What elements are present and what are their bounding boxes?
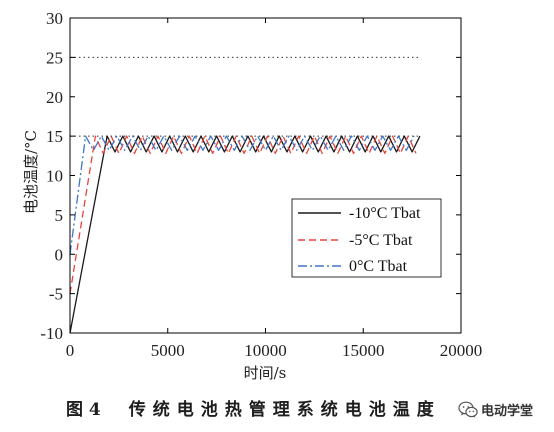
legend-box [291,198,442,278]
y-tick-label: 20 [46,88,63,107]
figure-caption: 图 4 传统电池热管理系统电池温度 [66,398,441,422]
series-lines [69,135,421,334]
y-axis-label: 电池温度/°C [22,130,40,214]
watermark-text: 电动学堂 [481,403,534,419]
legend-label-2: 0°C Tbat [349,258,408,275]
y-tick-label: 25 [46,48,63,67]
x-tick-label: 0 [66,341,75,360]
figure-number: 图 4 [66,400,101,420]
x-tick-label: 10000 [244,341,287,360]
x-tick-label: 20000 [440,341,483,360]
x-tick-label: 15000 [342,341,385,360]
legend-entry-2: 0°C Tbat [298,258,408,275]
legend-entry-1: -5°C Tbat [298,232,413,249]
watermark: 电动学堂 [458,400,534,419]
y-tick-label: 0 [55,245,64,264]
y-tick-label: 5 [55,206,64,225]
series-0-line [69,135,421,334]
y-tick-label: -5 [49,285,63,304]
figure-title: 传统电池热管理系统电池温度 [128,400,441,420]
wechat-icon [458,401,478,418]
y-tick-label: -10 [40,324,63,343]
y-tick-label: 15 [46,127,63,146]
legend-entry-0: -10°C Tbat [298,205,421,222]
y-tick-label: 30 [46,9,63,28]
x-axis-label: 时间/s [244,364,287,382]
plot-area [70,18,461,333]
series-2-line [69,135,415,255]
line-chart: 0 5000 10000 15000 20000 -10 -5 0 5 10 15 20 25 30 时间… [22,9,482,382]
legend-label-1: -5°C Tbat [349,232,413,249]
series-1-line [69,135,417,294]
axis-ticks: 0 5000 10000 15000 20000 -10 -5 0 5 10 15 20 25 30 [40,9,482,360]
legend: -10°C Tbat -5°C Tbat 0°C Tbat [291,198,442,278]
y-tick-label: 10 [46,167,63,186]
legend-label-0: -10°C Tbat [349,205,421,222]
x-tick-label: 5000 [151,341,185,360]
